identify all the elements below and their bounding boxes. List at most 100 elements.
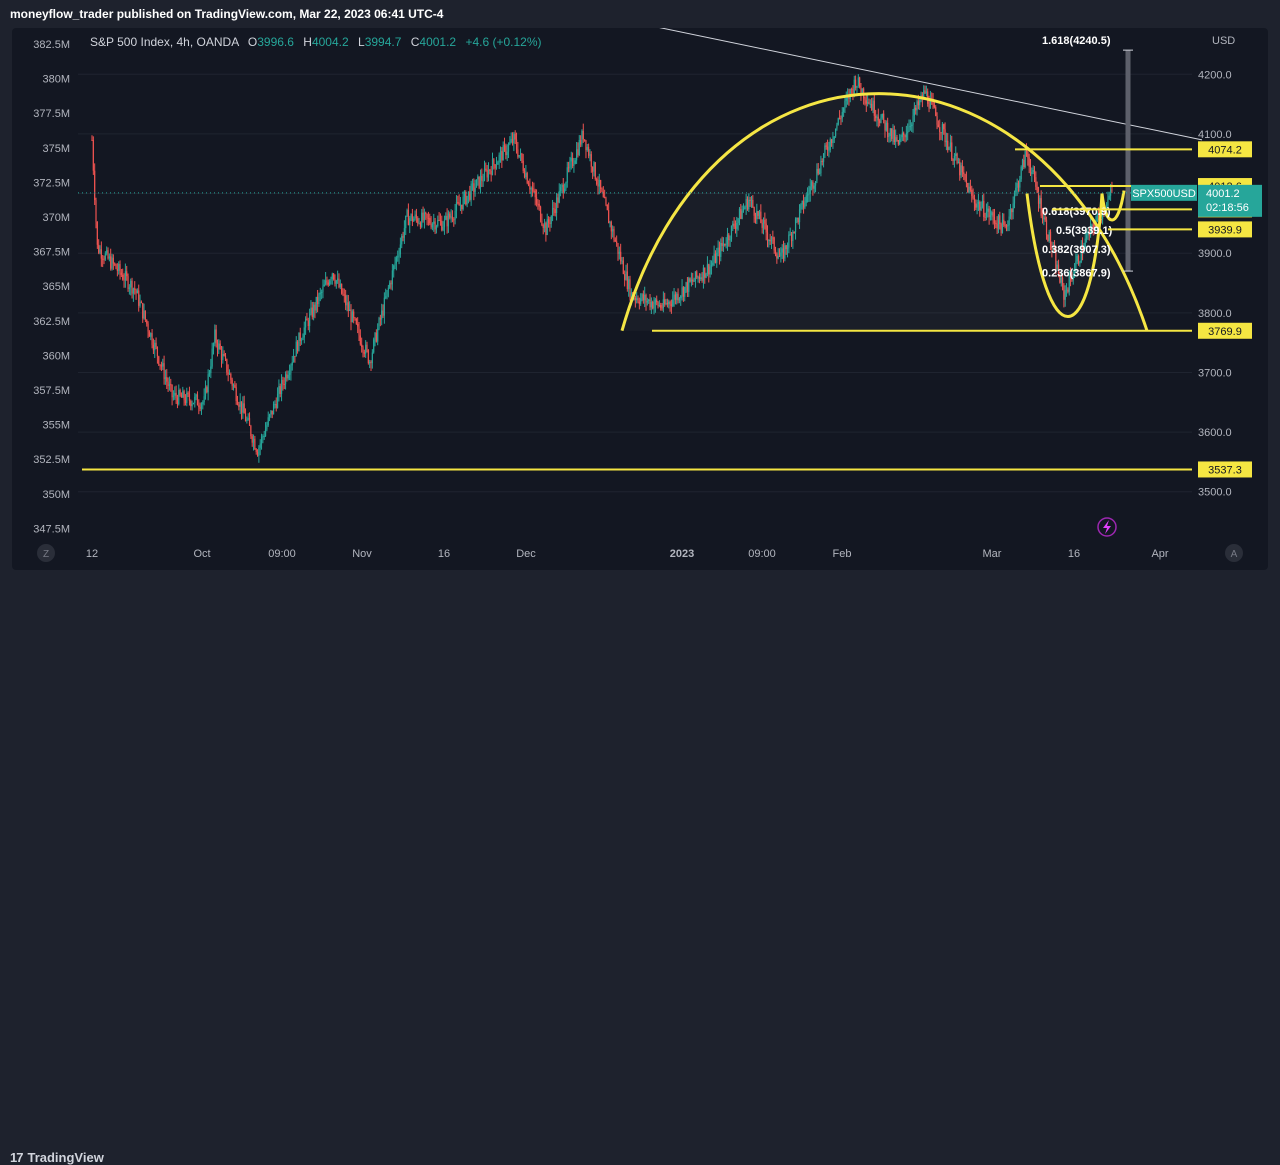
candle-body — [433, 221, 435, 224]
candle-body — [808, 193, 810, 195]
candle-body — [95, 200, 97, 222]
candle-body — [152, 344, 155, 351]
candle-body — [303, 327, 305, 338]
candle-body — [1088, 231, 1090, 236]
candle-body — [370, 362, 372, 364]
candle-body — [267, 417, 269, 426]
candle-body — [354, 317, 356, 319]
candle-body — [96, 221, 98, 245]
candle-body — [203, 396, 205, 403]
candle-body — [200, 404, 203, 409]
candle-body — [903, 132, 905, 135]
candle-body — [555, 197, 558, 213]
candle-body — [813, 185, 815, 189]
candle-body — [276, 393, 279, 408]
candle-body — [774, 250, 777, 255]
candle-body — [965, 179, 968, 183]
candle-body — [194, 396, 196, 403]
candle-body — [489, 169, 491, 171]
candle-body — [505, 145, 507, 156]
candle-body — [162, 363, 164, 367]
candle-body — [765, 223, 767, 233]
candle-body — [132, 288, 134, 294]
left-axis-button — [37, 544, 55, 562]
candle-body — [1024, 151, 1026, 168]
candle-body — [407, 210, 409, 226]
candle-body — [812, 181, 814, 189]
candle-body — [588, 147, 590, 156]
candle-body — [824, 145, 826, 154]
candle-body — [593, 162, 595, 172]
candle-body — [339, 283, 341, 288]
candle-body — [515, 139, 518, 150]
candle-body — [1080, 245, 1082, 263]
time-axis: 12 Oct 09:00 Nov 16 Dec 2023 09:00 Feb Mar 16 Apr Z A — [37, 544, 1243, 562]
candle-body — [270, 410, 272, 415]
candle-body — [234, 385, 236, 388]
candle-body — [821, 160, 823, 162]
candle-body — [207, 374, 209, 393]
candle-body — [115, 264, 117, 269]
candle-body — [107, 250, 109, 259]
price-chart[interactable]: 382.5M 380M 377.5M 375M 372.5M 370M 367.5M 365M… — [12, 28, 1268, 570]
candle-body — [271, 410, 273, 415]
candle-body — [562, 184, 564, 193]
candle-body — [657, 302, 659, 307]
candle-body — [1060, 277, 1062, 283]
candle-body — [742, 208, 745, 211]
candle-body — [369, 362, 371, 364]
candle-body — [678, 298, 680, 301]
symbol-title[interactable]: S&P 500 Index, 4h, OANDA — [90, 35, 239, 49]
candle-body — [604, 196, 606, 199]
candle-body — [561, 184, 563, 188]
candle-body — [373, 339, 375, 353]
candle-body — [1089, 224, 1092, 236]
candle-body — [796, 218, 798, 220]
candle-body — [845, 98, 847, 101]
candle-body — [305, 318, 307, 328]
candle-body — [425, 212, 427, 214]
candle-body — [991, 212, 993, 216]
chart-pane[interactable]: 382.5M 380M 377.5M 375M 372.5M 370M 367.5M 365M… — [12, 28, 1268, 570]
candle-body — [486, 169, 488, 178]
price-tick-label: 3600.0 — [1198, 427, 1232, 439]
candle-body — [853, 79, 855, 94]
level-tag-label: 3939.9 — [1208, 224, 1242, 236]
candle-body — [904, 134, 906, 138]
candle-body — [801, 200, 803, 205]
candle-body — [968, 186, 970, 193]
candle-body — [306, 318, 308, 321]
candle-body — [483, 168, 486, 181]
candle-body — [620, 251, 622, 262]
left-tick-label: 360M — [42, 350, 70, 362]
candle-body — [1065, 289, 1068, 291]
candle-body — [138, 290, 140, 306]
level-tag — [1198, 322, 1252, 339]
low-label: L — [358, 35, 365, 49]
candle-body — [140, 301, 142, 304]
candle-body — [112, 257, 114, 264]
candle-body — [661, 307, 663, 309]
candle-body — [865, 100, 867, 104]
candle-body — [935, 107, 937, 116]
tradingview-logo[interactable]: 17 TradingView — [10, 1150, 104, 1165]
candle-body — [236, 401, 239, 405]
candle-body — [546, 219, 548, 236]
candle-body — [441, 220, 443, 231]
candle-body — [212, 343, 215, 349]
candle-body — [592, 166, 594, 172]
candle-body — [479, 175, 482, 188]
candle-body — [154, 342, 156, 351]
candle-body — [283, 384, 285, 386]
candle-body — [542, 225, 544, 228]
left-tick-label: 347.5M — [33, 523, 70, 535]
candle-body — [252, 438, 255, 443]
candle-body — [577, 149, 579, 155]
candle-body — [135, 289, 137, 294]
candle-body — [254, 438, 256, 450]
candle-body — [499, 151, 502, 155]
candle-body — [359, 335, 361, 345]
candle-body — [366, 344, 368, 351]
candle-body — [298, 332, 300, 352]
candle-body — [987, 208, 989, 212]
